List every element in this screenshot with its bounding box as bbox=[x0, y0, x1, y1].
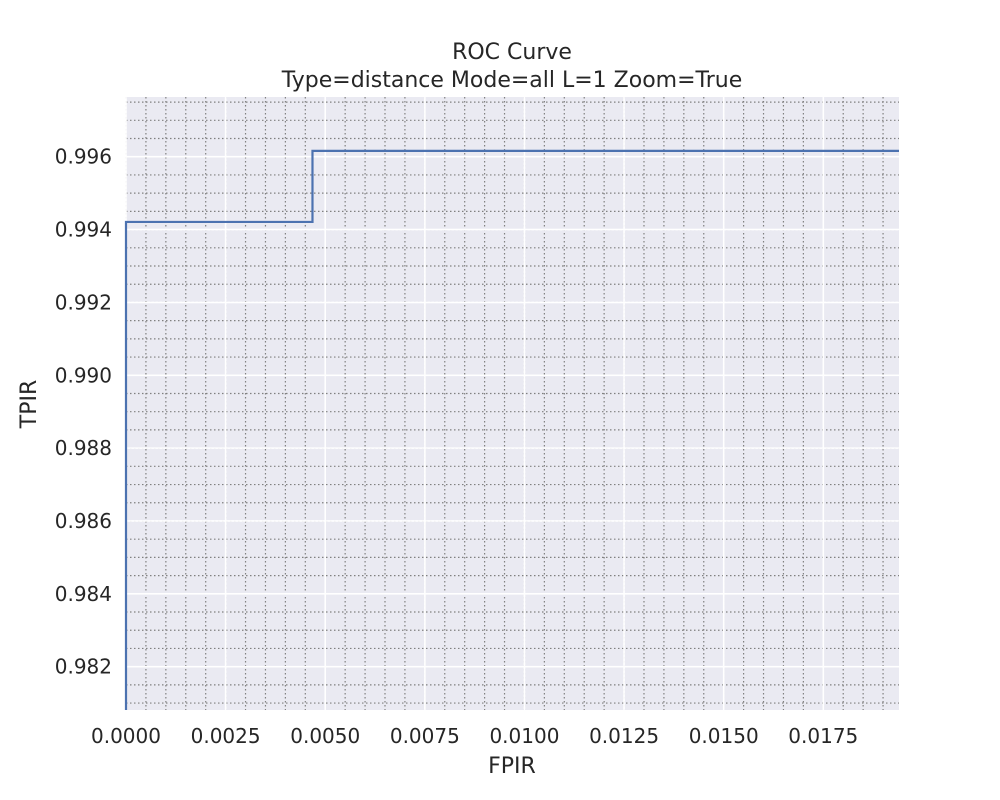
y-tick-label: 0.992 bbox=[55, 290, 112, 314]
x-tick-label: 0.0000 bbox=[91, 724, 161, 748]
x-tick-label: 0.0075 bbox=[390, 724, 460, 748]
roc-series-line bbox=[124, 149, 899, 710]
y-tick-label: 0.988 bbox=[55, 436, 112, 460]
y-axis-label: TPIR bbox=[17, 380, 42, 429]
y-tick-label: 0.982 bbox=[55, 655, 112, 679]
chart-subtitle: Type=distance Mode=all L=1 Zoom=True bbox=[281, 68, 743, 93]
y-tick-label: 0.990 bbox=[55, 363, 112, 387]
y-tick-label: 0.994 bbox=[55, 218, 112, 242]
y-tick-label: 0.996 bbox=[55, 145, 112, 169]
chart-title: ROC Curve bbox=[452, 40, 572, 65]
y-tick-label: 0.986 bbox=[55, 509, 112, 533]
x-axis-label: FPIR bbox=[488, 754, 536, 779]
x-tick-label: 0.0150 bbox=[689, 724, 759, 748]
x-axis-ticks: 0.0000 0.0025 0.0050 0.0075 0.0100 0.0125 0.01… bbox=[91, 724, 858, 748]
x-tick-label: 0.0175 bbox=[788, 724, 858, 748]
x-tick-label: 0.0125 bbox=[589, 724, 659, 748]
plot-area bbox=[126, 97, 899, 710]
series-layer bbox=[124, 149, 899, 710]
y-axis-ticks: 0.982 0.984 0.986 0.988 0.990 0.992 0.994 0.996 bbox=[55, 145, 112, 679]
x-tick-label: 0.0025 bbox=[191, 724, 261, 748]
y-tick-label: 0.984 bbox=[55, 582, 112, 606]
x-tick-label: 0.0100 bbox=[489, 724, 559, 748]
x-tick-label: 0.0050 bbox=[290, 724, 360, 748]
